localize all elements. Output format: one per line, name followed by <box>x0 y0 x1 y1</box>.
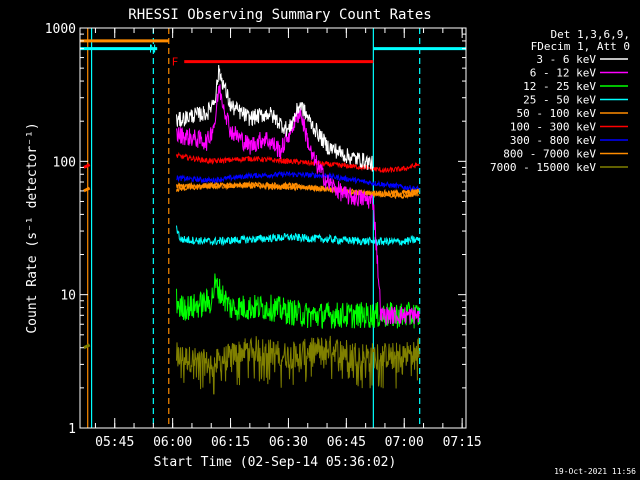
y-tick-label: 1 <box>68 422 76 437</box>
series-line <box>176 64 374 172</box>
x-axis: 05:45 06:00 06:15 06:30 06:45 07:00 07:15 <box>94 28 482 450</box>
x-tick-label: 06:15 <box>211 435 250 450</box>
plot-frame <box>79 27 467 429</box>
y-tick-label: 10 <box>60 289 76 304</box>
x-tick-label: 07:15 <box>443 435 482 450</box>
x-tick-label: 05:45 <box>95 435 134 450</box>
series-line <box>176 84 420 326</box>
series-line <box>176 225 420 247</box>
series-line <box>176 273 420 329</box>
chart-title: RHESSI Observing Summary Count Rates <box>128 7 431 23</box>
x-tick-label: 06:00 <box>153 435 192 450</box>
legend-item-label: 100 - 300 keV <box>510 121 596 134</box>
x-tick-label: 06:30 <box>269 435 308 450</box>
legend-item-label: 25 - 50 keV <box>523 94 596 107</box>
x-axis-label: Start Time (02-Sep-14 05:36:02) <box>154 455 397 470</box>
x-tick-label: 07:00 <box>385 435 424 450</box>
flag-label: N <box>149 43 156 56</box>
y-tick-label: 1000 <box>45 22 76 37</box>
series-line-early <box>83 186 91 193</box>
y-axis-label: Count Rate (s⁻¹ detector⁻¹) <box>25 122 40 333</box>
y-axis: 1 10 100 1000 <box>45 22 466 437</box>
series-line <box>176 151 420 174</box>
legend-header-line-2: FDecim 1, Att 0 <box>531 40 630 53</box>
legend-item-label: 12 - 25 keV <box>523 80 596 93</box>
series-line <box>176 181 420 197</box>
series-line <box>176 335 420 395</box>
legend-item-label: 6 - 12 keV <box>530 67 597 80</box>
series-line-early <box>83 163 91 169</box>
legend-item-label: 7000 - 15000 keV <box>490 161 596 174</box>
series-line-early <box>83 343 91 350</box>
legend-item-label: 300 - 800 keV <box>510 134 596 147</box>
legend-header-line-1: Det 1,3,6,9, <box>551 28 630 41</box>
plot-area: NF <box>80 28 466 428</box>
y-tick-label: 100 <box>53 155 76 170</box>
flag-label: F <box>172 56 179 69</box>
legend: Det 1,3,6,9, FDecim 1, Att 0 3 - 6 keV6 … <box>490 28 630 174</box>
legend-item-label: 800 - 7000 keV <box>503 148 596 161</box>
legend-item-label: 3 - 6 keV <box>536 53 596 66</box>
legend-item-label: 50 - 100 keV <box>517 107 597 120</box>
series-line <box>176 170 420 192</box>
generation-timestamp: 19-Oct-2021 11:56 <box>554 467 636 476</box>
plot-content: NF <box>80 28 466 428</box>
x-tick-label: 06:45 <box>327 435 366 450</box>
